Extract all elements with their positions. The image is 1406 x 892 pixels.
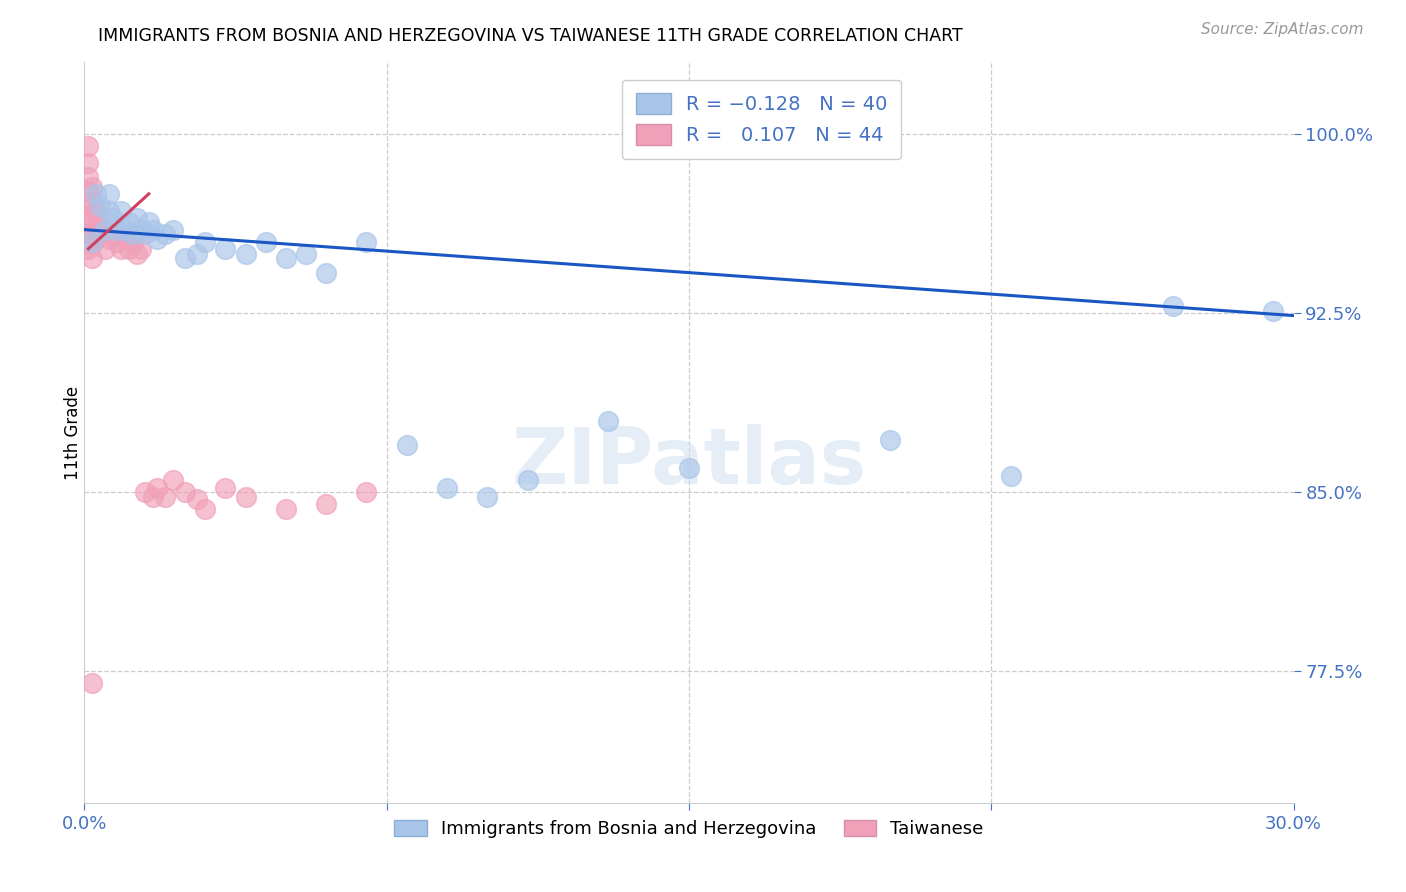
Point xyxy=(118,242,141,256)
Text: ZIPatlas: ZIPatlas xyxy=(512,425,866,500)
Point xyxy=(82,252,104,266)
Point xyxy=(89,199,111,213)
Point xyxy=(356,235,378,249)
Point xyxy=(93,242,115,256)
Point xyxy=(235,490,257,504)
Point xyxy=(77,155,100,169)
Point xyxy=(82,194,104,208)
Point xyxy=(162,474,184,488)
Point xyxy=(82,676,104,690)
Point xyxy=(121,227,143,242)
Point xyxy=(879,433,901,447)
Point xyxy=(153,490,176,504)
Point xyxy=(86,232,108,246)
Point xyxy=(110,203,132,218)
Point xyxy=(315,266,337,280)
Point xyxy=(129,242,152,256)
Y-axis label: 11th Grade: 11th Grade xyxy=(65,385,82,480)
Point xyxy=(105,235,128,249)
Point xyxy=(146,481,169,495)
Point xyxy=(129,222,152,236)
Point xyxy=(436,481,458,495)
Text: IMMIGRANTS FROM BOSNIA AND HERZEGOVINA VS TAIWANESE 11TH GRADE CORRELATION CHART: IMMIGRANTS FROM BOSNIA AND HERZEGOVINA V… xyxy=(98,27,963,45)
Point xyxy=(274,502,297,516)
Point xyxy=(142,222,165,236)
Point xyxy=(89,227,111,242)
Point xyxy=(1263,303,1285,318)
Point xyxy=(142,490,165,504)
Point xyxy=(125,211,148,225)
Point xyxy=(86,218,108,232)
Point xyxy=(118,215,141,229)
Point xyxy=(194,502,217,516)
Point xyxy=(97,203,120,218)
Point xyxy=(315,497,337,511)
Point xyxy=(174,252,197,266)
Point xyxy=(254,235,277,249)
Text: Source: ZipAtlas.com: Source: ZipAtlas.com xyxy=(1201,22,1364,37)
Point xyxy=(1161,299,1184,313)
Point xyxy=(77,242,100,256)
Point xyxy=(82,235,104,249)
Point xyxy=(235,246,257,260)
Point xyxy=(77,227,100,242)
Point xyxy=(186,246,208,260)
Point xyxy=(121,235,143,249)
Point xyxy=(77,199,100,213)
Point xyxy=(82,236,104,251)
Point xyxy=(138,215,160,229)
Point xyxy=(89,211,111,225)
Point xyxy=(86,203,108,218)
Point xyxy=(114,229,136,244)
Point xyxy=(598,414,620,428)
Point xyxy=(77,170,100,185)
Point xyxy=(93,222,115,236)
Point xyxy=(82,222,104,236)
Point xyxy=(77,185,100,199)
Point xyxy=(105,222,128,236)
Point xyxy=(186,492,208,507)
Point xyxy=(395,437,418,451)
Point xyxy=(77,139,100,153)
Point xyxy=(93,222,115,236)
Point xyxy=(146,232,169,246)
Point xyxy=(134,227,156,242)
Point xyxy=(477,490,499,504)
Point xyxy=(82,179,104,194)
Point xyxy=(110,242,132,256)
Point xyxy=(82,208,104,222)
Point xyxy=(77,213,100,227)
Point xyxy=(114,222,136,236)
Point xyxy=(97,232,120,246)
Point xyxy=(214,242,236,256)
Point xyxy=(274,252,297,266)
Point xyxy=(125,246,148,260)
Point xyxy=(214,481,236,495)
Point xyxy=(678,461,700,475)
Point xyxy=(86,186,108,201)
Point xyxy=(162,222,184,236)
Point xyxy=(194,235,217,249)
Legend: Immigrants from Bosnia and Herzegovina, Taiwanese: Immigrants from Bosnia and Herzegovina, … xyxy=(387,813,991,846)
Point xyxy=(97,186,120,201)
Point xyxy=(174,485,197,500)
Point xyxy=(153,227,176,242)
Point xyxy=(101,227,124,242)
Point xyxy=(1000,468,1022,483)
Point xyxy=(295,246,318,260)
Point xyxy=(134,485,156,500)
Point xyxy=(356,485,378,500)
Point xyxy=(516,474,538,488)
Point xyxy=(101,211,124,225)
